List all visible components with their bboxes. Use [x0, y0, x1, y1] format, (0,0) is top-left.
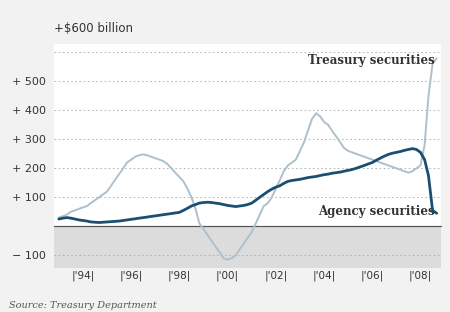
Text: |'96|: |'96| [119, 271, 143, 281]
Text: |'04|: |'04| [312, 271, 336, 281]
Bar [54, 226, 441, 268]
Text: |'06|: |'06| [360, 271, 384, 281]
Text: |'08|: |'08| [409, 271, 432, 281]
Text: |'02|: |'02| [264, 271, 288, 281]
Text: |'94|: |'94| [71, 271, 94, 281]
Text: Treasury securities: Treasury securities [308, 54, 435, 67]
Text: Source: Treasury Department: Source: Treasury Department [9, 301, 157, 310]
Text: Agency securities: Agency securities [319, 205, 435, 218]
Text: +$600 billion: +$600 billion [54, 22, 133, 35]
Text: |'98|: |'98| [168, 271, 191, 281]
Text: |'00|: |'00| [216, 271, 239, 281]
